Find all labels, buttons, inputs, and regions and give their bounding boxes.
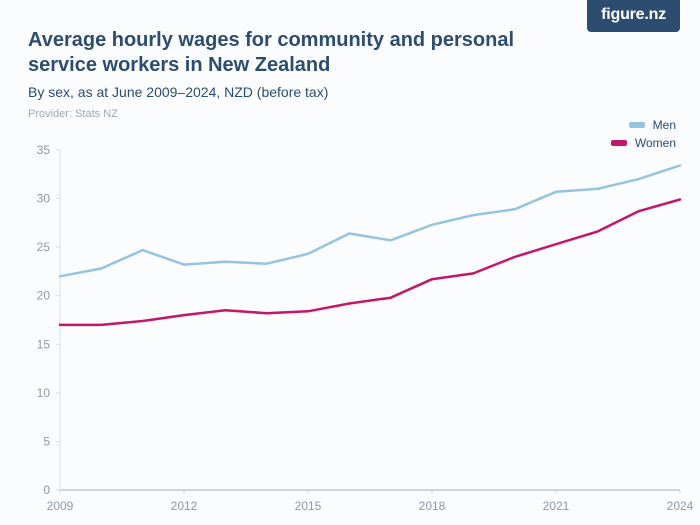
svg-text:2024: 2024 (667, 499, 694, 513)
svg-text:2015: 2015 (295, 499, 322, 513)
logo-text: figure.nz (601, 6, 666, 23)
legend: Men Women (611, 118, 676, 154)
svg-text:30: 30 (37, 192, 51, 206)
svg-text:25: 25 (37, 240, 51, 254)
legend-swatch-men (629, 122, 645, 128)
svg-text:35: 35 (37, 143, 51, 157)
legend-label-women: Women (635, 136, 676, 150)
svg-text:2018: 2018 (419, 499, 446, 513)
chart-title: Average hourly wages for community and p… (28, 28, 570, 78)
legend-item-men: Men (611, 118, 676, 132)
legend-swatch-women (611, 140, 627, 146)
svg-text:5: 5 (43, 434, 50, 448)
chart-svg: 0 5 10 15 20 25 30 35 2009 2012 2015 2018 2021 2024 (0, 118, 700, 518)
chart-area: Men Women 0 5 10 15 20 25 30 35 2009 2012 2015 2018… (0, 118, 700, 518)
svg-text:2021: 2021 (543, 499, 570, 513)
chart-subtitle: By sex, as at June 2009–2024, NZD (befor… (28, 84, 328, 100)
figure-nz-logo: figure.nz (587, 0, 680, 32)
chart-container: figure.nz Average hourly wages for commu… (0, 0, 700, 525)
svg-text:0: 0 (43, 483, 50, 497)
svg-text:20: 20 (37, 289, 51, 303)
svg-text:2009: 2009 (47, 499, 74, 513)
svg-text:10: 10 (37, 386, 51, 400)
legend-item-women: Women (611, 136, 676, 150)
svg-text:15: 15 (37, 337, 51, 351)
legend-label-men: Men (653, 118, 676, 132)
svg-text:2012: 2012 (171, 499, 198, 513)
